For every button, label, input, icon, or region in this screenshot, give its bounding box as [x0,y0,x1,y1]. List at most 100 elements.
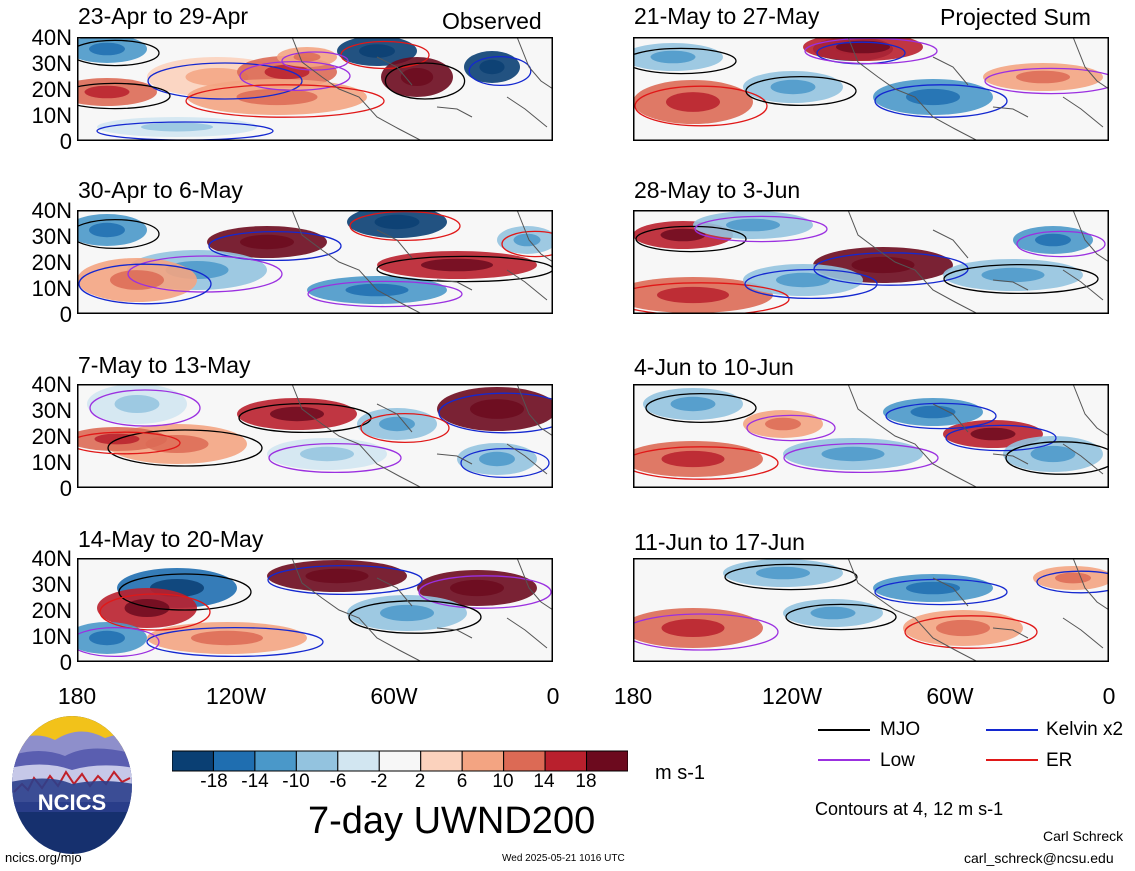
legend-label-mjo: MJO [880,719,921,740]
contour-line [77,626,160,658]
panel-title-left-4: 14-May to 20-May [78,526,264,552]
colorbar-swatch [337,750,380,772]
contour-line [146,626,324,658]
shading-core [836,40,890,54]
shading-core [359,44,395,58]
projected-header: Projected Sum [940,4,1091,30]
shading-core [380,604,434,622]
coastline [291,37,553,141]
footer-author: Carl Schreck [1043,828,1124,844]
shading-core [670,396,716,412]
lon-label: 120W [205,683,267,709]
map-panel-left-1 [77,37,553,141]
shading-core [821,446,885,462]
contour-line [78,263,212,305]
colorbar-swatch [295,750,339,772]
shading-core [89,222,125,238]
contour-line [360,412,450,444]
contour-line [147,62,303,100]
map-panel-right-2 [633,210,1109,314]
legend-label-kelvin: Kelvin x2 [1046,719,1124,740]
contour-line [783,442,939,474]
contour-line [89,389,201,427]
shading-core [305,568,369,584]
colorbar-swatch [378,750,422,772]
contour-line [744,268,878,300]
map-panel-left-3 [77,384,553,488]
panel-title-left-2: 30-Apr to 6-May [78,177,243,203]
lat-label: 20N [31,424,72,449]
shading-core [660,228,706,242]
panel-title-right-2: 28-May to 3-Jun [634,177,801,203]
map-panel-left-4 [77,558,553,662]
contour-line [77,218,160,250]
colorbar-label: -18 [200,771,228,792]
shading-core [191,630,263,646]
shading-core [810,606,856,620]
shading-core [450,579,504,597]
colorbar-label: 10 [492,771,514,792]
contour-line [1016,230,1106,258]
map-panel-left-2 [77,210,553,314]
shading-core [776,272,830,288]
legend-swatch-mjo [818,729,870,731]
contour-line [281,51,349,71]
lon-label: 60W [370,683,418,709]
shading-core [470,399,524,419]
shading-core [421,258,493,272]
contour-line [99,593,211,631]
contour-line [268,442,402,474]
contour-line [438,392,553,434]
colorbar-swatch [544,750,588,772]
contour-line [746,414,836,442]
colorbar-swatch [461,750,505,772]
shading-core [1030,445,1076,463]
contour-line [238,402,372,434]
contour-line [984,67,1109,95]
colorbar-swatch [212,750,256,772]
shading-core [910,405,956,419]
colorbar-label: 14 [533,771,555,792]
footer-url[interactable]: ncics.org/mjo [5,850,82,865]
contour-line [1005,441,1109,475]
lat-label: 10N [31,450,72,475]
lat-label: 10N [31,103,72,128]
colorbar-label: 6 [456,771,468,792]
colorbar-label: -14 [241,771,269,792]
colorbar-swatch [503,750,546,772]
contour-line [635,225,747,253]
colorbar-swatch [172,750,214,772]
contour-line [349,210,461,242]
shading-core [756,566,810,580]
contour-line [77,431,181,455]
shading-core [479,59,505,75]
coastline [291,558,553,662]
panel-title-right-4: 11-Jun to 17-Jun [634,529,805,555]
shading-core [84,85,130,99]
contour-line [904,615,1038,649]
contour-line [77,39,160,67]
colorbar-swatch [254,750,297,772]
coastline [291,384,553,488]
lat-label: 0 [59,476,72,501]
contour-line [185,84,385,118]
coastline [847,558,1109,662]
contour-line [460,447,550,479]
contour-line [633,47,737,75]
panel-title-left-3: 7-May to 13-May [78,352,251,378]
shading-core [906,88,960,106]
shading-core [1035,233,1071,247]
shading-core [770,79,816,95]
units-label: m s-1 [655,762,705,784]
colorbar-label: 18 [575,771,597,792]
panel-frame [633,558,1109,662]
lon-label: 180 [613,683,653,709]
panel-frame [77,558,553,662]
lat-label: 30N [31,572,72,597]
panel-frame [77,37,553,141]
contour-line [77,82,171,110]
lon-label: 0 [1102,683,1116,709]
footer-email[interactable]: carl_schreck@ncsu.edu [964,850,1114,866]
contour-line [1036,570,1109,594]
colorbar-label: -6 [329,771,347,792]
